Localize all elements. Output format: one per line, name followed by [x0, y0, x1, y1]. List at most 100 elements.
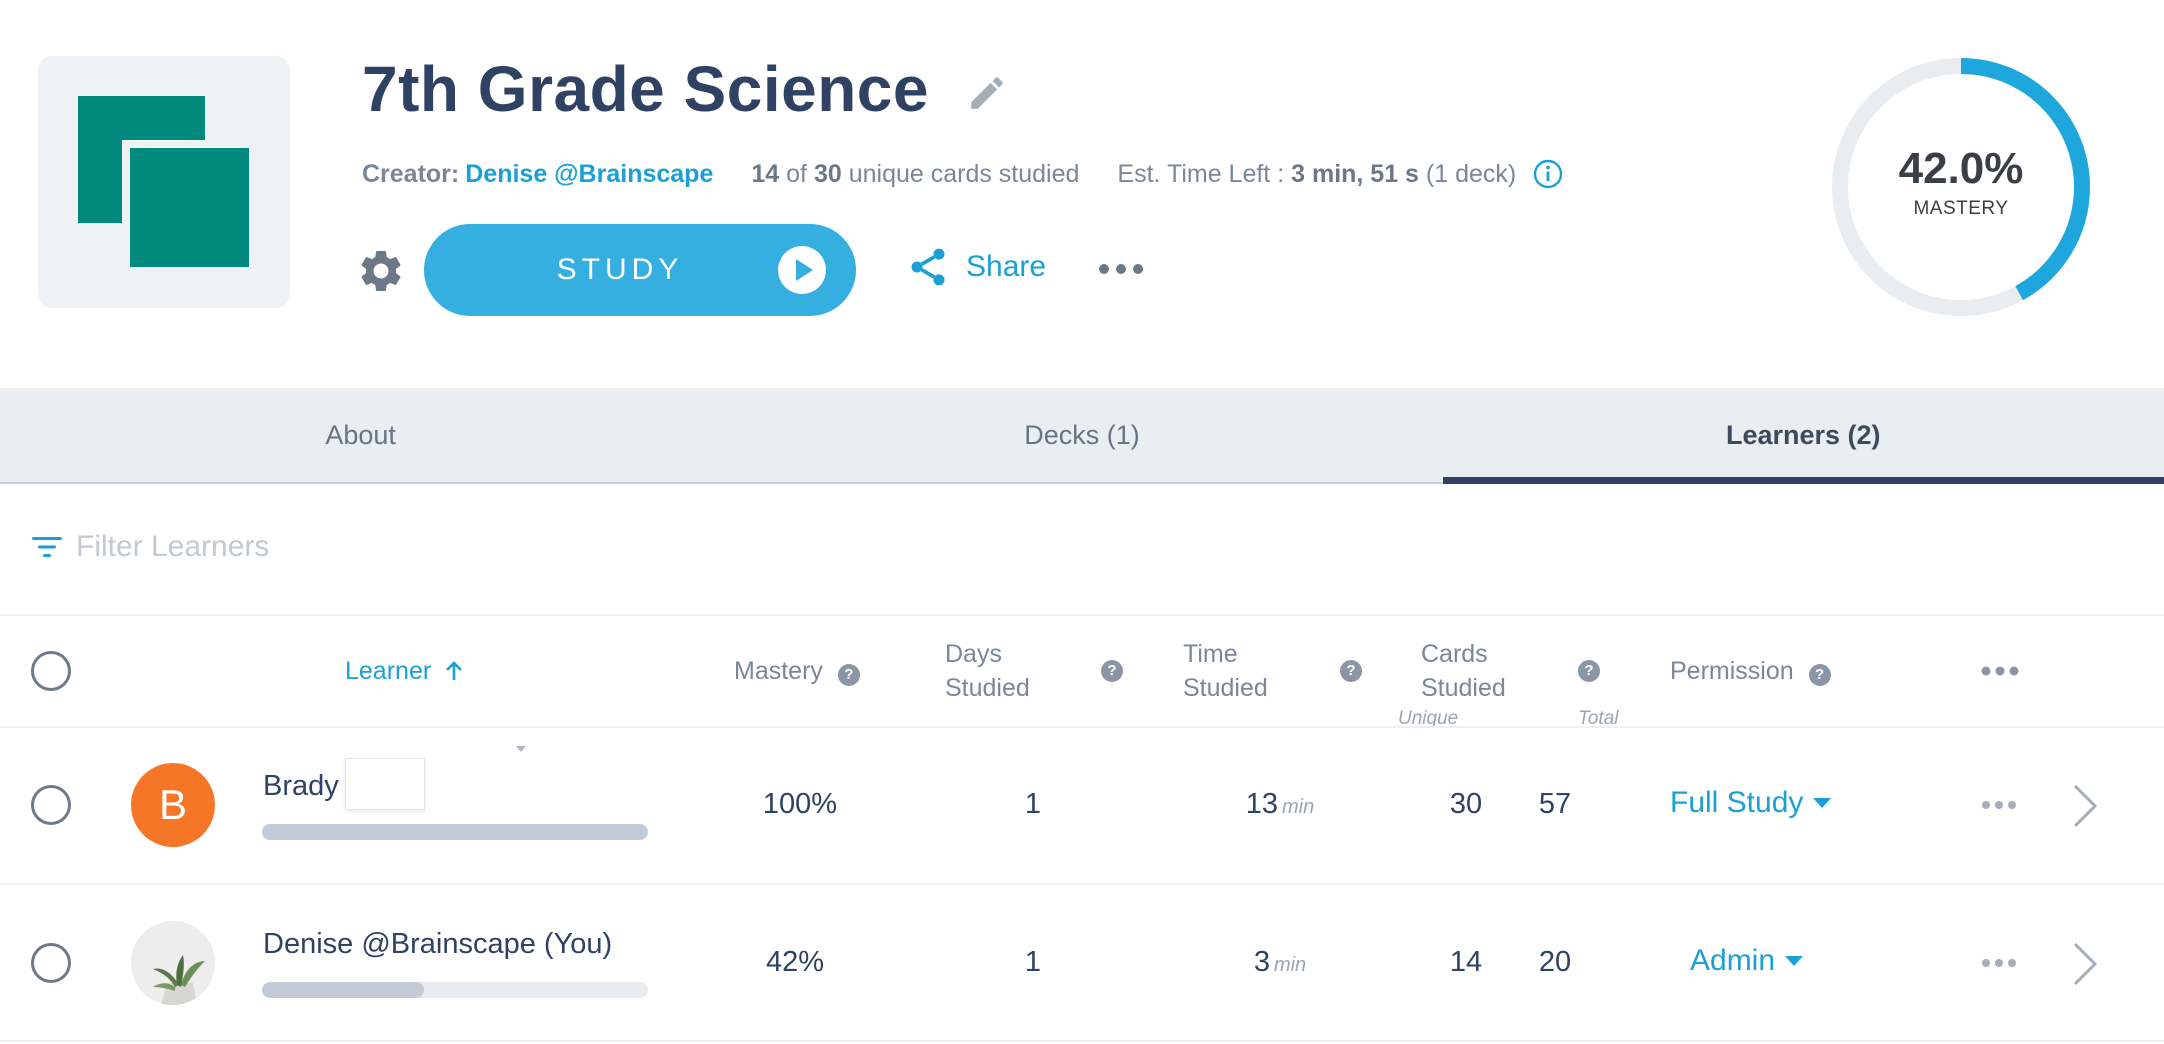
- header-more-options-icon[interactable]: [1980, 665, 2020, 677]
- days-column-header[interactable]: Days Studied: [945, 637, 1030, 705]
- mastery-bar: [262, 982, 648, 998]
- mastery-bar-fill: [262, 982, 425, 998]
- learner-name[interactable]: Denise @Brainscape (You): [263, 928, 613, 960]
- mastery-column-header[interactable]: Mastery ?: [734, 654, 860, 688]
- deck-meta: Creator: Denise @Brainscape 14 of 30 uni…: [362, 158, 1564, 190]
- study-button[interactable]: STUDY: [424, 224, 856, 316]
- permission-value: Admin: [1690, 944, 1776, 977]
- row-more-options-icon[interactable]: [1981, 799, 2017, 811]
- time-unit: min: [1282, 796, 1315, 818]
- help-icon[interactable]: ?: [1578, 660, 1600, 682]
- gear-icon[interactable]: [356, 246, 406, 296]
- avatar: [131, 921, 215, 1005]
- cards-studied-count: 14: [751, 159, 780, 188]
- row-checkbox[interactable]: [31, 785, 71, 825]
- permission-dropdown[interactable]: Full Study: [1670, 786, 1832, 820]
- cards-column-header[interactable]: Cards Studied: [1421, 637, 1506, 705]
- help-icon[interactable]: ?: [1808, 664, 1831, 686]
- learner-header-label: Learner: [345, 657, 432, 685]
- filter-learners[interactable]: Filter Learners: [30, 530, 269, 564]
- mastery-ring-chart: [1832, 58, 2090, 316]
- learner-column-header[interactable]: Learner: [345, 654, 466, 688]
- cards-of-text: of: [786, 159, 807, 188]
- deck-thumbnail-icon: [38, 56, 290, 308]
- row-more-options-icon[interactable]: [1981, 957, 2017, 969]
- unique-cards-value: 14: [1449, 946, 1483, 978]
- pencil-edit-icon[interactable]: [966, 72, 1008, 114]
- divider: [0, 614, 2164, 616]
- divider: [0, 883, 2164, 885]
- plant-avatar-icon: [131, 921, 215, 1005]
- share-button[interactable]: Share: [906, 244, 1046, 290]
- page-title: 7th Grade Science: [362, 53, 929, 125]
- est-time-left: Est. Time Left : 3 min, 51 s (1 deck): [1117, 160, 1516, 189]
- cards-total-count: 30: [813, 159, 842, 188]
- filter-placeholder: Filter Learners: [76, 530, 270, 563]
- learner-name[interactable]: Brady: [263, 770, 339, 802]
- cards-suffix-text: unique cards studied: [848, 159, 1080, 188]
- permission-value: Full Study: [1670, 786, 1804, 819]
- help-icon[interactable]: ?: [1340, 660, 1362, 682]
- tab-about[interactable]: About: [325, 419, 396, 450]
- days-value: 1: [1024, 946, 1042, 978]
- cards-studied-summary: 14 of 30 unique cards studied: [751, 160, 1079, 189]
- unique-subheader: Unique: [1398, 708, 1459, 729]
- filter-icon: [32, 537, 62, 557]
- help-icon[interactable]: ?: [837, 664, 860, 686]
- mastery-ring: 42.0% MASTERY: [1826, 52, 2096, 322]
- total-cards-value: 57: [1538, 788, 1572, 820]
- mastery-value: 100%: [762, 788, 838, 820]
- time-number: 3: [1253, 946, 1270, 978]
- total-cards-value: 20: [1538, 946, 1572, 978]
- row-checkbox[interactable]: [31, 943, 71, 983]
- sort-up-icon: [446, 661, 463, 680]
- permission-column-header[interactable]: Permission ?: [1670, 654, 1831, 688]
- permission-dropdown[interactable]: Admin: [1690, 944, 1804, 978]
- time-unit: min: [1273, 954, 1307, 976]
- tab-bar: About Decks (1) Learners (2): [0, 388, 2164, 484]
- more-options-icon[interactable]: [1096, 254, 1146, 284]
- tab-decks[interactable]: Decks (1): [1024, 419, 1140, 450]
- mastery-label: MASTERY: [1913, 198, 2009, 219]
- deck-header: 7th Grade Science Creator: Denise @Brain…: [0, 0, 2164, 388]
- est-label: Est. Time Left :: [1117, 159, 1285, 188]
- chevron-right-icon[interactable]: [2070, 783, 2100, 829]
- caret-down-icon: [1785, 956, 1804, 966]
- mastery-bar-fill: [262, 824, 648, 840]
- time-value: 3 min: [1210, 946, 1350, 979]
- info-icon[interactable]: [1532, 158, 1564, 190]
- time-header-line1: Time: [1183, 640, 1238, 668]
- time-value: 13 min: [1210, 788, 1350, 821]
- creator-label: Creator:: [362, 159, 460, 188]
- days-value: 1: [1024, 788, 1042, 820]
- unique-cards-value: 30: [1449, 788, 1483, 820]
- est-value: 3 min, 51 s: [1291, 159, 1419, 188]
- small-caret-icon: [516, 746, 526, 752]
- share-label: Share: [966, 250, 1047, 283]
- days-header-line2: Studied: [945, 674, 1030, 702]
- creator-link[interactable]: Denise @Brainscape: [465, 159, 714, 188]
- study-button-label: STUDY: [556, 253, 684, 286]
- mastery-bar: [262, 824, 648, 840]
- mastery-percent: 42.0%: [1898, 144, 2024, 193]
- chevron-right-icon[interactable]: [2070, 941, 2100, 987]
- help-icon[interactable]: ?: [1101, 660, 1123, 682]
- select-all-checkbox[interactable]: [31, 651, 71, 691]
- cards-header-line2: Studied: [1421, 674, 1506, 702]
- avatar: B: [131, 763, 215, 847]
- share-icon: [911, 248, 945, 286]
- tooltip-popup: [345, 758, 425, 810]
- permission-header-label: Permission: [1670, 657, 1794, 685]
- caret-down-icon: [1813, 798, 1832, 808]
- total-subheader: Total: [1578, 708, 1619, 729]
- play-icon: [778, 246, 826, 294]
- cards-header-line1: Cards: [1421, 640, 1488, 668]
- mastery-header-label: Mastery: [734, 657, 823, 685]
- mastery-ring-progress: [1832, 58, 2090, 316]
- mastery-value: 42%: [765, 946, 825, 978]
- est-suffix: (1 deck): [1425, 159, 1517, 188]
- time-header-line2: Studied: [1183, 674, 1268, 702]
- divider: [0, 726, 2164, 728]
- tab-learners[interactable]: Learners (2): [1442, 388, 2164, 484]
- time-column-header[interactable]: Time Studied: [1183, 637, 1268, 705]
